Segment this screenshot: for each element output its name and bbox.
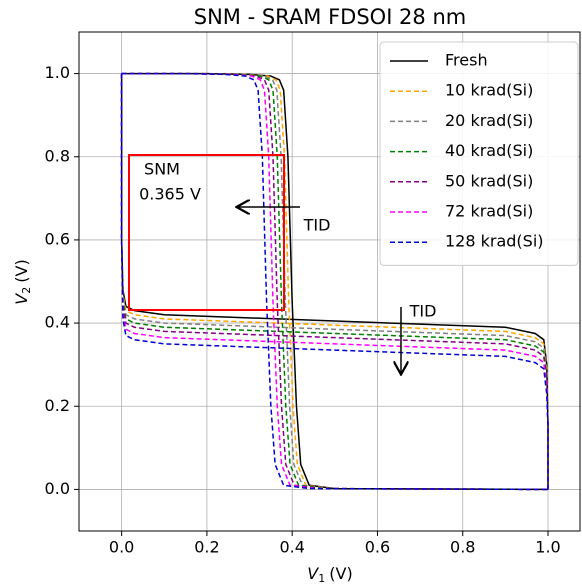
snm-value: 0.365 V: [139, 185, 201, 204]
snm-label: SNM: [144, 160, 180, 179]
legend-label: 50 krad(Si): [445, 171, 533, 190]
plot-frame: [78, 31, 581, 532]
legend: Fresh 10 krad(Si) 20 krad(Si) 40 krad(Si) 50…: [379, 41, 579, 266]
x-tick-label: 0.2: [194, 538, 219, 557]
x-label-symbol: V: [307, 564, 319, 583]
x-tick-label: 0.0: [109, 538, 134, 557]
y-axis-label: V2 (V): [12, 259, 34, 304]
y-label-symbol: V: [12, 293, 31, 305]
y-tick-label: 0.8: [45, 146, 70, 165]
chart-title: SNM - SRAM FDSOI 28 nm: [194, 5, 466, 29]
tid-label: TID: [409, 302, 437, 321]
x-tick-label: 0.6: [365, 538, 390, 557]
legend-box: [379, 41, 579, 266]
tid-label: TID: [303, 216, 331, 235]
y-tick-label: 1.0: [45, 63, 70, 82]
y-tick-label: 0.2: [45, 396, 70, 415]
x-label-sub: 1: [318, 572, 325, 585]
legend-label: Fresh: [445, 51, 488, 70]
x-tick-label: 0.8: [450, 538, 475, 557]
curve: [121, 72, 549, 491]
legend-label: 10 krad(Si): [445, 81, 533, 100]
legend-label: 128 krad(Si): [445, 232, 544, 251]
plot-area: [79, 32, 580, 531]
curve: [120, 73, 549, 490]
x-axis-label: V1 (V): [307, 564, 352, 586]
x-tick-label: 1.0: [535, 538, 560, 557]
legend-label: 40 krad(Si): [445, 141, 533, 160]
y-tick-label: 0.6: [45, 229, 70, 248]
x-label-unit: (V): [329, 564, 352, 583]
x-tick-label: 0.4: [279, 538, 304, 557]
legend-label: 20 krad(Si): [445, 111, 533, 130]
y-tick-label: 0.4: [45, 313, 70, 332]
snm-box: [128, 154, 285, 311]
legend-label: 72 krad(Si): [445, 202, 533, 221]
y-tick-label: 0.0: [45, 479, 70, 498]
curve: [121, 72, 549, 491]
y-label-unit: (V): [12, 259, 31, 282]
curve: [120, 73, 549, 490]
y-label-sub: 2: [20, 287, 33, 294]
